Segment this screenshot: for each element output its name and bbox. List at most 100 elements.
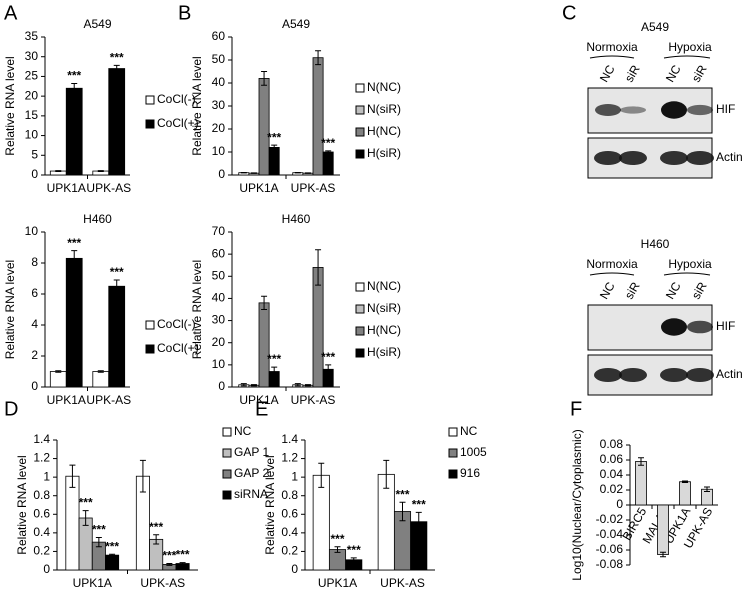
error-bar <box>97 170 104 172</box>
legend-label: N(NC) <box>367 80 401 94</box>
error-bar <box>383 459 390 489</box>
y-tick-label: 25 <box>25 69 39 83</box>
y-tick-label: 1.2 <box>281 451 298 465</box>
bar <box>312 474 330 571</box>
y-tick-label: -0.06 <box>596 542 624 556</box>
y-tick-label: 0.4 <box>281 525 298 539</box>
significance: *** <box>105 539 119 553</box>
bar <box>92 371 110 388</box>
x-tick-label: UPK-AS <box>291 393 336 407</box>
error-bar <box>250 384 257 387</box>
error-bar <box>261 71 268 86</box>
error-bar <box>638 457 644 466</box>
bar <box>49 371 67 388</box>
bar <box>268 146 280 176</box>
bar <box>679 481 691 506</box>
y-axis-label: Relative RNA level <box>190 56 204 155</box>
y-tick-label: 0 <box>43 562 50 576</box>
legend-swatch <box>355 83 365 93</box>
x-tick-label: UPK1A <box>73 576 112 590</box>
y-tick-label: 0.02 <box>600 482 624 496</box>
significance: *** <box>321 136 335 150</box>
y-axis-label: Relative RNA level <box>3 260 17 359</box>
error-bar <box>153 534 160 545</box>
y-tick-label: 10 <box>212 144 226 158</box>
y-tick-label: 5 <box>31 147 38 161</box>
x-tick-label: UPK-AS <box>140 576 185 590</box>
significance: *** <box>67 236 81 250</box>
legend-label: H(NC) <box>367 323 401 337</box>
y-tick-label: 0 <box>31 379 38 393</box>
bar <box>65 87 83 176</box>
y-tick-label: 30 <box>212 313 226 327</box>
significance: *** <box>412 498 426 512</box>
significance: *** <box>79 496 93 510</box>
blot-group: Hypoxia <box>668 40 712 54</box>
y-axis-label: Relative RNA level <box>3 56 17 155</box>
chart-title: A549 <box>282 17 310 31</box>
lane-label: NC <box>663 62 684 84</box>
legend-label: CoCl(-) <box>157 92 196 106</box>
y-tick-label: 0 <box>218 167 225 181</box>
legend-swatch <box>355 149 365 159</box>
legend-swatch <box>355 105 365 115</box>
error-bar <box>113 64 120 73</box>
legend-swatch <box>448 469 458 479</box>
y-tick-label: 15 <box>25 108 39 122</box>
y-tick-label: 6 <box>31 286 38 300</box>
y-axis-label: Relative RNA level <box>190 260 204 359</box>
significance: *** <box>162 549 176 563</box>
bracket <box>589 55 711 59</box>
y-tick-label: 2 <box>31 348 38 362</box>
y-tick-label: 8 <box>31 255 38 269</box>
x-tick-label: UPK-AS <box>291 181 336 195</box>
band <box>686 151 714 165</box>
significance: *** <box>395 487 409 501</box>
bar <box>65 475 80 571</box>
y-tick-label: 1 <box>43 469 50 483</box>
y-tick-label: 1.4 <box>281 432 298 446</box>
panel-letter: E <box>255 398 268 420</box>
band <box>687 320 713 334</box>
error-bar <box>271 366 278 377</box>
y-tick-label: 1.2 <box>33 451 50 465</box>
error-bar <box>271 144 278 151</box>
band <box>595 104 621 116</box>
bar <box>312 57 324 176</box>
bar <box>65 257 83 388</box>
blot-group: Hypoxia <box>668 257 712 271</box>
y-tick-label: -0.04 <box>596 527 624 541</box>
lane-label: siR <box>689 279 710 301</box>
legend-label: CoCl(+) <box>157 116 199 130</box>
y-tick-label: 30 <box>25 49 39 63</box>
error-bar <box>55 170 62 172</box>
bar <box>105 554 120 571</box>
bar <box>258 302 270 388</box>
y-tick-label: -0.02 <box>596 512 624 526</box>
bar <box>108 285 126 388</box>
x-tick-label: UPK-AS <box>86 181 131 195</box>
error-bar <box>304 384 311 387</box>
lane-label: NC <box>663 279 684 301</box>
y-tick-label: 20 <box>212 121 226 135</box>
x-tick-label: UPK1A <box>239 181 278 195</box>
blot-group: Normoxia <box>586 40 638 54</box>
error-bar <box>179 562 186 565</box>
chart-title: H460 <box>282 212 311 226</box>
x-tick-label: UPK-AS <box>86 393 131 407</box>
y-tick-label: 60 <box>212 246 226 260</box>
legend-label: NC <box>460 424 478 438</box>
panel-letter: D <box>4 398 18 420</box>
lane-label: NC <box>597 279 618 301</box>
significance: *** <box>176 548 190 562</box>
significance: *** <box>110 51 124 65</box>
significance: *** <box>149 520 163 534</box>
error-bar <box>315 50 322 66</box>
y-tick-label: 20 <box>25 88 39 102</box>
legend-swatch <box>222 448 232 458</box>
significance: *** <box>321 350 335 364</box>
y-tick-label: 1 <box>291 469 298 483</box>
error-bar <box>350 557 357 563</box>
legend-label: N(siR) <box>367 301 401 315</box>
y-tick-label: 0.8 <box>33 488 50 502</box>
